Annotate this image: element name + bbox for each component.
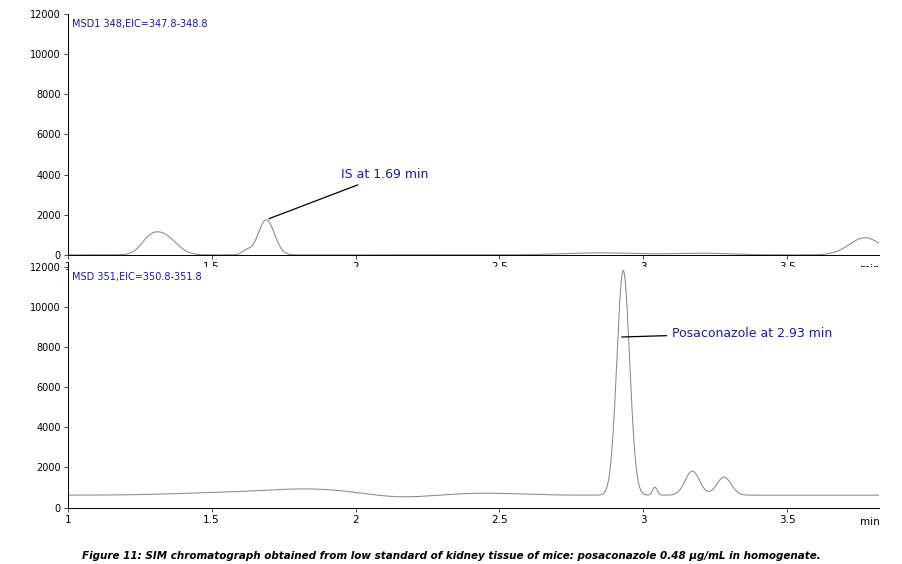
Text: IS at 1.69 min: IS at 1.69 min <box>269 168 428 219</box>
Text: MSD 351,EIC=350.8-351.8: MSD 351,EIC=350.8-351.8 <box>71 272 201 281</box>
Text: MSD1 348,EIC=347.8-348.8: MSD1 348,EIC=347.8-348.8 <box>71 19 207 29</box>
Text: Posaconazole at 2.93 min: Posaconazole at 2.93 min <box>621 327 833 340</box>
Text: min: min <box>860 517 879 527</box>
Text: min: min <box>860 265 879 275</box>
Text: Figure 11: SIM chromatograph obtained from low standard of kidney tissue of mice: Figure 11: SIM chromatograph obtained fr… <box>81 551 821 561</box>
